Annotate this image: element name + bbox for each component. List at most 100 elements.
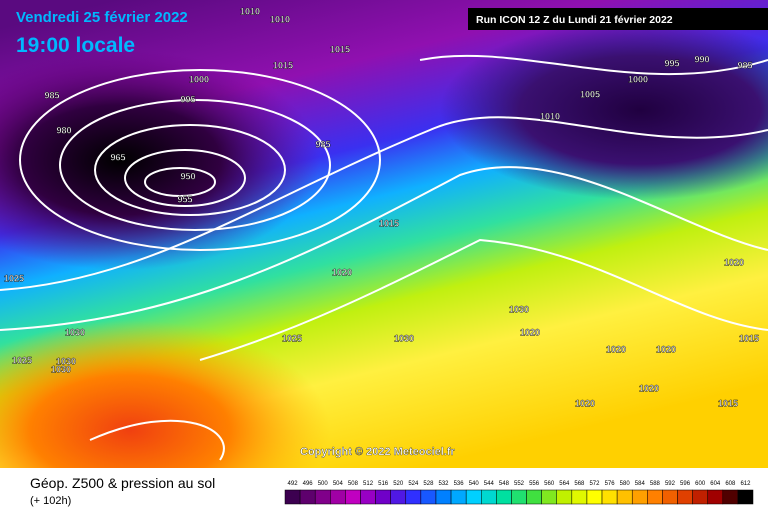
isobar-label: 1000: [189, 74, 209, 84]
legend-swatch: [526, 489, 542, 505]
isobar-label: 1015: [739, 333, 759, 343]
legend-swatch: [662, 489, 678, 505]
isobar-label: 1015: [718, 398, 738, 408]
legend-label: 528: [423, 481, 434, 487]
footer-lead: (+ 102h): [30, 495, 71, 507]
legend-swatch: [677, 489, 693, 505]
low-center: [0, 50, 320, 270]
isobar-label: 950: [180, 171, 195, 181]
isobar-label: 1015: [379, 218, 399, 228]
isobar-label: 985: [737, 60, 752, 70]
legend-label: 500: [318, 481, 329, 487]
legend-swatch: [299, 489, 316, 505]
legend-swatch: [435, 489, 452, 505]
run-box: [468, 8, 768, 30]
legend-label: 552: [514, 481, 525, 487]
isobar-label: 1030: [394, 333, 414, 343]
legend-swatch: [616, 489, 633, 505]
legend-label: 584: [635, 481, 646, 487]
isobar-label: 1030: [56, 356, 76, 366]
isobar-label: 995: [180, 94, 195, 104]
isobar-label: 1010: [240, 6, 260, 16]
legend-swatch: [405, 489, 422, 505]
isobar-label: 1025: [4, 273, 24, 283]
isobar-label: 1000: [628, 74, 648, 84]
legend-swatch: [360, 489, 376, 505]
isobar-label: 995: [664, 58, 679, 68]
legend-swatch: [390, 489, 407, 505]
isobar-label: 1010: [270, 14, 290, 24]
legend-label: 536: [454, 481, 465, 487]
legend-label: 568: [574, 481, 585, 487]
legend-swatch: [511, 489, 527, 505]
legend-label: 548: [499, 481, 510, 487]
legend-label: 588: [650, 481, 661, 487]
isobar-label: 1020: [639, 383, 659, 393]
legend-swatch: [465, 489, 482, 505]
legend-label: 496: [303, 481, 314, 487]
isobar-label: 1030: [509, 304, 529, 314]
legend-swatch: [541, 489, 557, 505]
legend-swatch: [707, 489, 724, 505]
isobar-label: 1020: [606, 344, 626, 354]
legend-swatch: [571, 489, 588, 505]
isobar-label: 1020: [656, 344, 676, 354]
legend-swatch: [586, 489, 603, 505]
isobar-label: 1025: [282, 333, 302, 343]
legend-swatch: [450, 489, 467, 505]
legend-label: 512: [363, 481, 374, 487]
legend-label: 544: [484, 481, 495, 487]
isobar-label: 1020: [575, 398, 595, 408]
legend-label: 556: [529, 481, 540, 487]
legend-swatch: [420, 489, 437, 505]
legend-swatch: [692, 489, 708, 505]
legend-swatch: [330, 489, 346, 505]
legend-label: 560: [544, 481, 555, 487]
legend-label: 492: [288, 481, 299, 487]
footer-title: Géop. Z500 & pression au sol: [30, 475, 215, 491]
legend-label: 524: [408, 481, 419, 487]
legend-swatch: [631, 489, 648, 505]
legend-label: 576: [605, 481, 616, 487]
color-legend: 492 496 500 504 508 512 516 520 524 528 532 536 540 5…: [284, 481, 754, 505]
legend-swatch: [284, 489, 301, 505]
legend-label: 516: [378, 481, 389, 487]
isobar-label: 1010: [540, 111, 560, 121]
copyright: Copyright © 2022 Meteociel.fr: [300, 446, 456, 458]
isobar-label: 1005: [580, 89, 600, 99]
legend-label: 608: [725, 481, 736, 487]
legend-label: 532: [439, 481, 450, 487]
isobar-label: 985: [44, 90, 59, 100]
isobar-label: 1015: [273, 60, 293, 70]
isobar-label: 955: [177, 194, 192, 204]
legend-label: 600: [695, 481, 706, 487]
legend-swatch: [737, 489, 754, 505]
isobar-label: 980: [56, 125, 71, 135]
legend-label: 580: [620, 481, 631, 487]
isobar-label: 985: [315, 139, 330, 149]
isobar-label: 1020: [520, 327, 540, 337]
isobar-label: 1020: [724, 257, 744, 267]
legend-swatch: [556, 489, 573, 505]
legend-label: 612: [740, 481, 751, 487]
isobar-label: 965: [110, 152, 125, 162]
legend-label: 572: [589, 481, 600, 487]
isobar-label: 1015: [330, 44, 350, 54]
dark-region: [440, 20, 768, 200]
warm-region: [0, 320, 330, 517]
isobar-label: 1030: [65, 327, 85, 337]
legend-label: 540: [469, 481, 480, 487]
run-info: Run ICON 12 Z du Lundi 21 février 2022: [476, 14, 673, 26]
legend-swatch: [481, 489, 497, 505]
isobar-label: 1020: [332, 267, 352, 277]
legend-swatch: [722, 489, 739, 505]
legend-label: 596: [680, 481, 691, 487]
legend-swatch: [601, 489, 618, 505]
legend-swatch: [647, 489, 663, 505]
legend-label: 508: [348, 481, 359, 487]
isobars: [0, 54, 768, 461]
isobar-label: 990: [694, 54, 709, 64]
legend-label: 520: [393, 481, 404, 487]
legend-label: 604: [710, 481, 721, 487]
